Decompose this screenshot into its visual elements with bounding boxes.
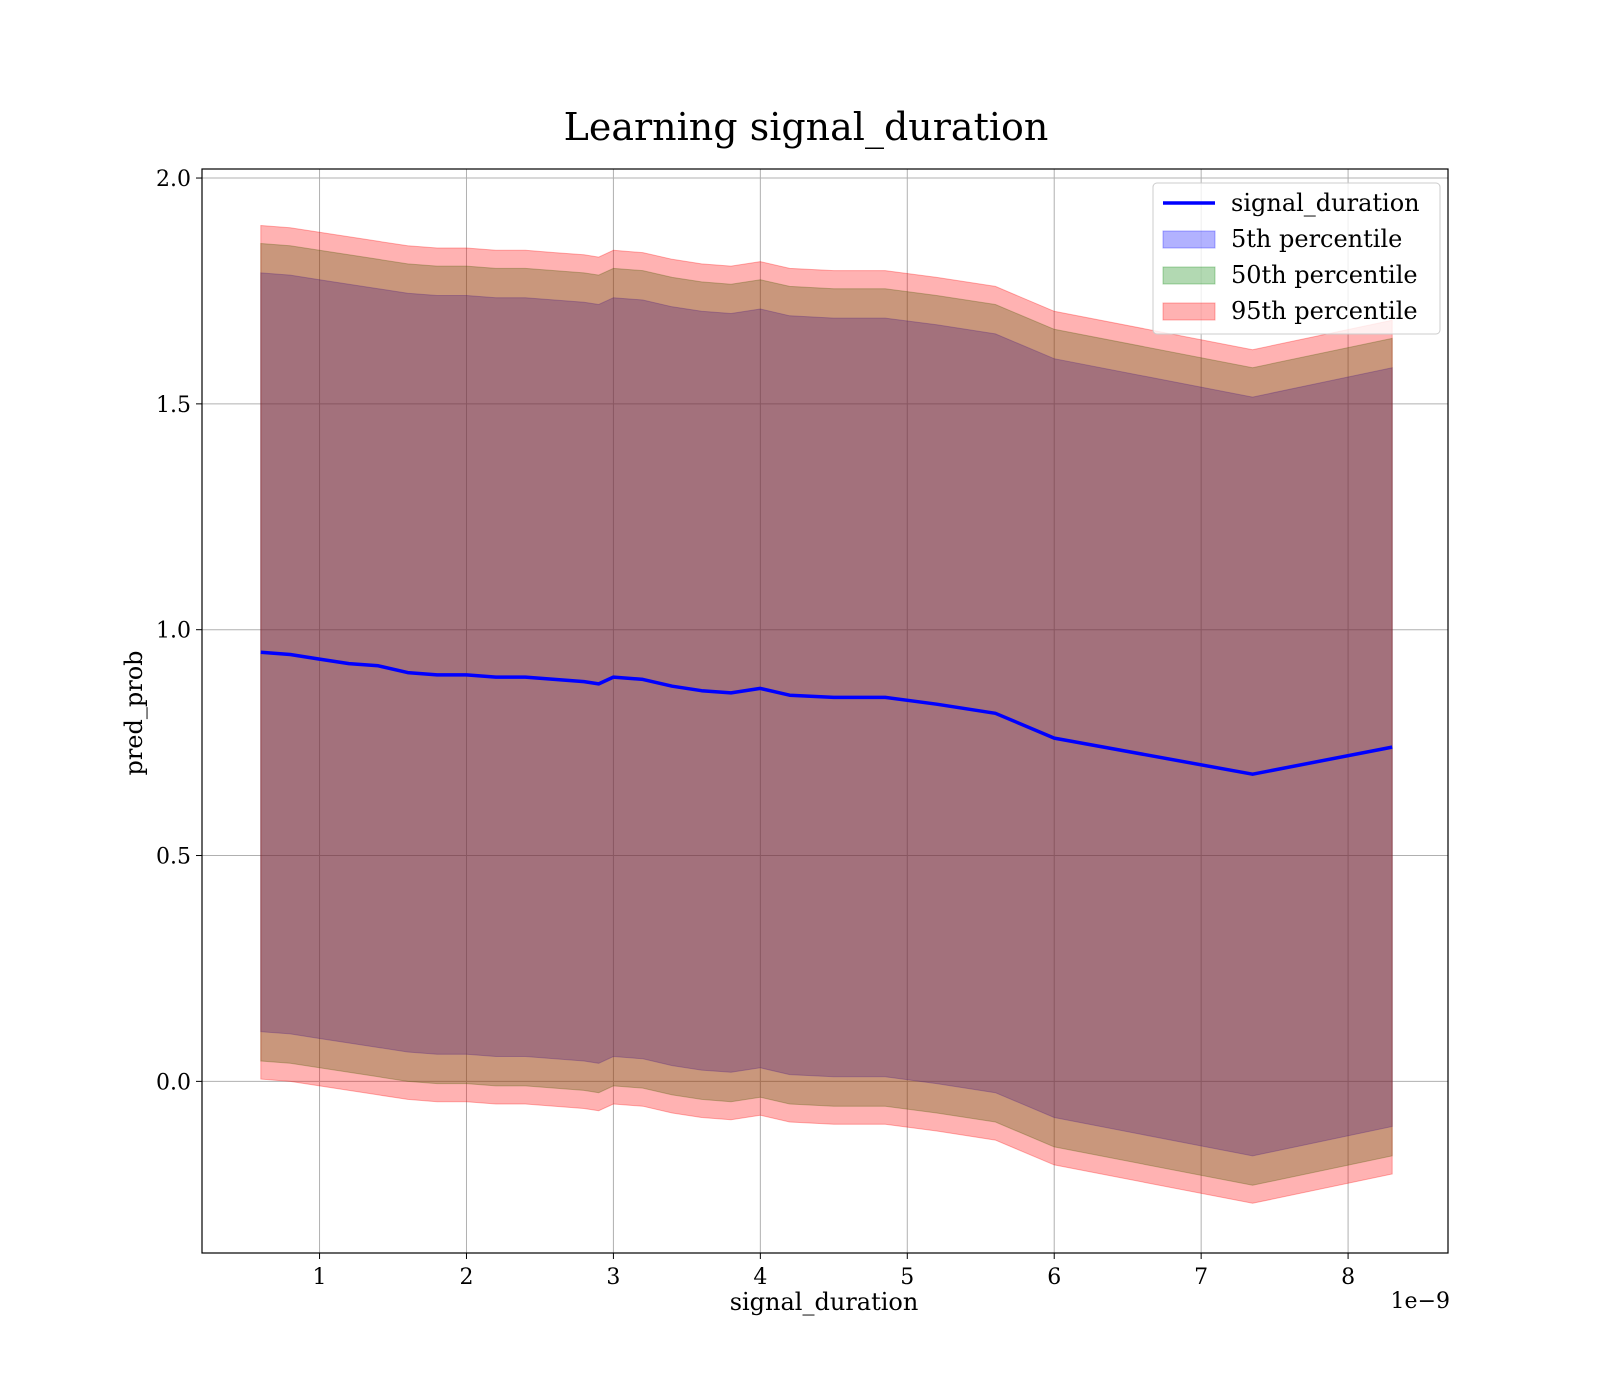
legend-label-95th-percentile: 95th percentile	[1231, 297, 1418, 325]
band-5th-percentile	[260, 272, 1393, 1157]
x-axis-label: signal_duration	[730, 1288, 919, 1316]
legend-label-5th-percentile: 5th percentile	[1231, 225, 1402, 253]
ticks: 1 2 3 4 5 6 7 8 0.0 0.5 1.0 1.5 2.0	[156, 167, 1355, 1290]
y-tick-label: 0.5	[156, 845, 191, 870]
legend-swatch-5th-percentile	[1162, 230, 1216, 249]
legend-swatch-50th-percentile	[1162, 266, 1216, 285]
y-tick-label: 1.0	[156, 619, 191, 644]
legend-box	[1152, 182, 1441, 335]
y-tick-label: 2.0	[156, 167, 191, 192]
x-tick-label: 1	[313, 1265, 327, 1290]
axes-frame	[201, 168, 1449, 1254]
bands	[260, 224, 1393, 1204]
legend-label-50th-percentile: 50th percentile	[1231, 261, 1418, 289]
band-50th-percentile	[260, 242, 1393, 1186]
legend-swatch-95th-percentile	[1162, 302, 1216, 321]
lines	[260, 650, 1393, 776]
x-tick-label: 5	[900, 1265, 914, 1290]
legend: signal_duration 5th percentile 50th percen…	[1152, 182, 1441, 335]
x-tick-label: 7	[1194, 1265, 1208, 1290]
y-axis-label: pred_prob	[120, 650, 148, 775]
x-tick-label: 3	[606, 1265, 620, 1290]
line-signal-duration	[260, 650, 1393, 776]
legend-label-signal-duration: signal_duration	[1231, 189, 1420, 217]
x-offset-label: 1e−9	[1391, 1289, 1450, 1314]
y-tick-label: 0.0	[156, 1070, 191, 1095]
band-95th-percentile	[260, 224, 1393, 1204]
y-tick-label: 1.5	[156, 393, 191, 418]
chart-title: Learning signal_duration	[564, 105, 1049, 150]
x-tick-label: 6	[1047, 1265, 1061, 1290]
x-tick-label: 2	[459, 1265, 473, 1290]
grid	[202, 169, 1448, 1253]
x-tick-label: 4	[753, 1265, 767, 1290]
x-tick-label: 8	[1341, 1265, 1355, 1290]
